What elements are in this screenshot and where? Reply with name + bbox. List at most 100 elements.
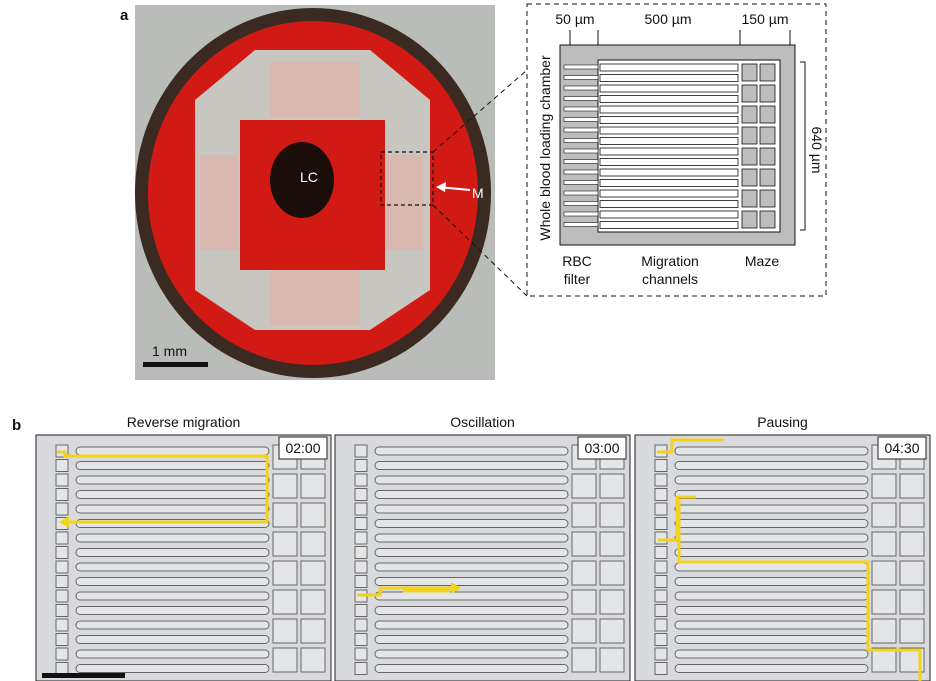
channel xyxy=(375,650,568,658)
maze-cell xyxy=(742,85,757,102)
maze-cell xyxy=(900,474,924,498)
filter-cell xyxy=(56,503,68,515)
filter-cell xyxy=(355,605,367,617)
channel xyxy=(375,520,568,528)
maze-cell xyxy=(872,590,896,614)
filter-cell xyxy=(56,561,68,573)
maze-cell xyxy=(760,64,775,81)
filter-channel xyxy=(564,97,598,101)
filter-channel xyxy=(564,107,598,111)
channel xyxy=(675,578,868,586)
filter-cell xyxy=(655,590,667,602)
channel xyxy=(76,462,269,470)
channel xyxy=(76,534,269,542)
filter-cell xyxy=(655,648,667,660)
maze-cell xyxy=(742,190,757,207)
schematic: 50 µm 500 µm 150 µm 640 µm Whole blood l… xyxy=(527,4,826,296)
channel xyxy=(600,169,738,176)
scale-bar xyxy=(42,673,125,678)
maze-cell xyxy=(273,532,297,556)
panel-label: b xyxy=(12,417,21,434)
filter-cell xyxy=(56,634,68,646)
channel xyxy=(76,505,269,513)
dimension-label: 50 µm xyxy=(555,11,594,27)
maze-cell xyxy=(301,561,325,585)
filter-cell xyxy=(56,605,68,617)
filter-cell xyxy=(655,619,667,631)
frame-title: Oscillation xyxy=(450,414,515,430)
device-photo: LC M 1 mm xyxy=(135,5,495,380)
maze-cell xyxy=(742,169,757,186)
filter-cell xyxy=(655,547,667,559)
filter-cell xyxy=(56,532,68,544)
maze-cell xyxy=(742,211,757,228)
video-frame: 04:30Pausing xyxy=(635,414,930,681)
maze-cell xyxy=(572,561,596,585)
channel xyxy=(76,578,269,586)
maze-cell xyxy=(600,619,624,643)
channel xyxy=(600,180,738,187)
filter-cell xyxy=(56,489,68,501)
maze-cell xyxy=(742,148,757,165)
scale-bar-label: 1 mm xyxy=(152,343,187,359)
figure: a LC M 1 mm 50 µm 500 µm 150 µm 640 µm W… xyxy=(0,0,936,681)
frame-title: Pausing xyxy=(757,414,808,430)
channel xyxy=(76,650,269,658)
channel xyxy=(375,621,568,629)
channel xyxy=(600,75,738,82)
channel xyxy=(76,447,269,455)
filter-cell xyxy=(355,532,367,544)
maze-cell xyxy=(742,106,757,123)
filter-channel xyxy=(564,170,598,174)
filter-cell xyxy=(355,561,367,573)
channel xyxy=(600,106,738,113)
channel xyxy=(675,607,868,615)
filter-cell xyxy=(56,619,68,631)
maze-cell xyxy=(742,127,757,144)
maze-cell xyxy=(600,590,624,614)
channel xyxy=(675,549,868,557)
channel xyxy=(600,127,738,134)
channel xyxy=(76,476,269,484)
channel xyxy=(675,462,868,470)
channel xyxy=(76,563,269,571)
maze-cell xyxy=(301,503,325,527)
panel-label: a xyxy=(120,7,129,24)
maze-cell xyxy=(600,503,624,527)
filter-cell xyxy=(655,503,667,515)
channel xyxy=(675,476,868,484)
filter-cell xyxy=(655,489,667,501)
channel xyxy=(675,563,868,571)
filter-cell xyxy=(655,532,667,544)
photo-label: M xyxy=(472,185,484,201)
filter-channel xyxy=(564,139,598,143)
channel xyxy=(600,85,738,92)
maze-cell xyxy=(572,619,596,643)
maze-cell xyxy=(900,532,924,556)
filter-cell xyxy=(655,634,667,646)
filter-cell xyxy=(655,576,667,588)
timestamp: 03:00 xyxy=(584,440,619,456)
channel xyxy=(675,636,868,644)
filter-cell xyxy=(655,605,667,617)
filter-channel xyxy=(564,149,598,153)
filter-cell xyxy=(56,648,68,660)
dimension-label: 150 µm xyxy=(742,11,789,27)
channel xyxy=(375,636,568,644)
channel xyxy=(600,64,738,71)
filter-channel xyxy=(564,118,598,122)
channel xyxy=(675,665,868,673)
filter-cell xyxy=(655,460,667,472)
maze-cell xyxy=(872,648,896,672)
filter-cell xyxy=(56,590,68,602)
filter-channel xyxy=(564,181,598,185)
filter-cell xyxy=(355,489,367,501)
channel xyxy=(375,505,568,513)
channel xyxy=(76,607,269,615)
filter-cell xyxy=(655,474,667,486)
filter-cell xyxy=(355,503,367,515)
channel xyxy=(76,621,269,629)
filter-cell xyxy=(56,460,68,472)
filter-channel xyxy=(564,76,598,80)
filter-cell xyxy=(56,576,68,588)
